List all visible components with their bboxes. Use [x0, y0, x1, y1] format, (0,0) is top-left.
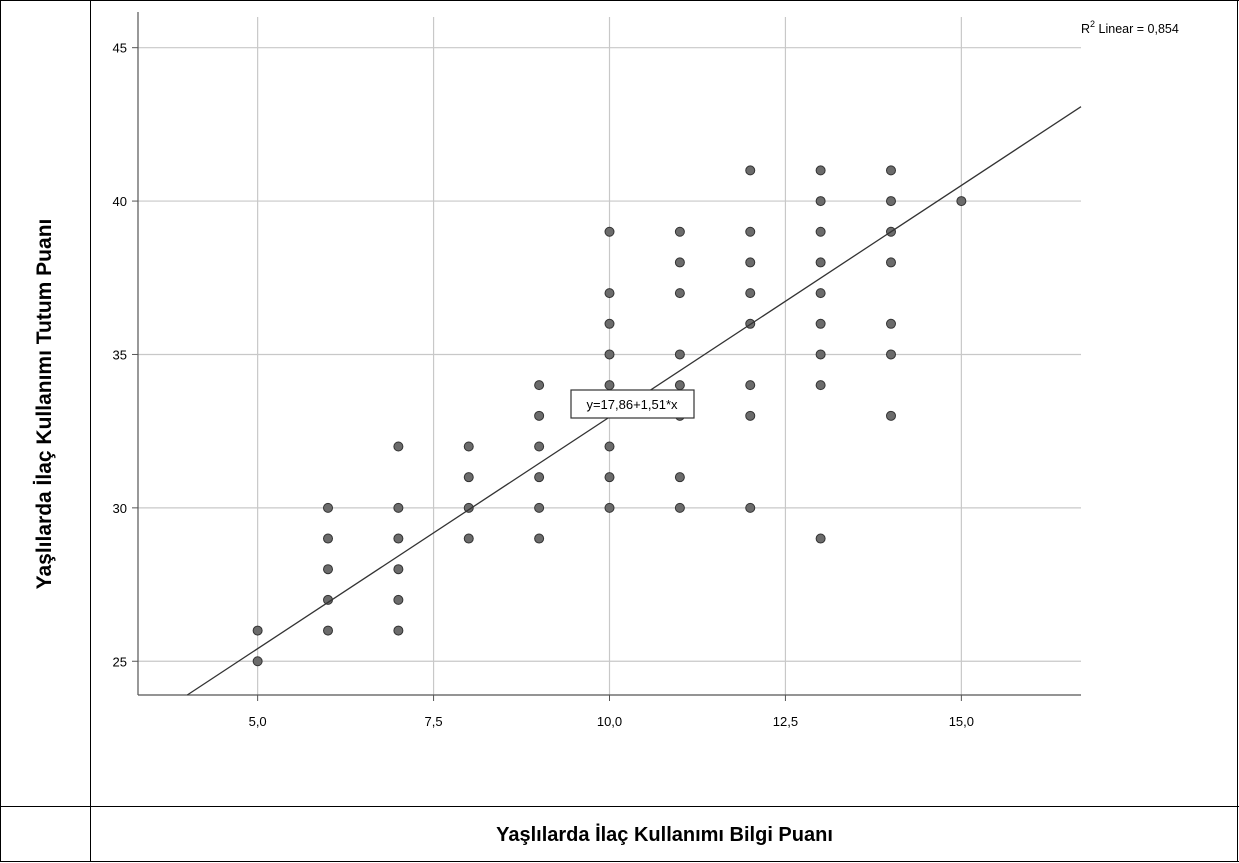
table-border-bottom — [0, 861, 1239, 862]
data-point — [604, 502, 615, 513]
data-point — [885, 318, 896, 329]
x-tick-label: 7,5 — [425, 714, 443, 729]
table-border-right — [1237, 0, 1238, 862]
data-point — [674, 472, 685, 483]
data-point — [815, 257, 826, 268]
data-point — [393, 564, 404, 575]
data-point — [393, 594, 404, 605]
data-point — [323, 564, 334, 575]
tick-labels: 5,0 7,5 10,0 12,5 15,0 25 30 35 40 45 — [113, 41, 974, 729]
x-tick-label: 12,5 — [773, 714, 798, 729]
data-point — [534, 380, 545, 391]
data-point — [604, 349, 615, 360]
axes — [132, 12, 1081, 701]
data-point — [674, 502, 685, 513]
data-point — [534, 533, 545, 544]
data-point — [463, 472, 474, 483]
table-border-left — [0, 0, 1, 862]
data-point — [323, 502, 334, 513]
data-point — [604, 318, 615, 329]
data-point — [393, 625, 404, 636]
data-point — [815, 318, 826, 329]
data-point — [745, 288, 756, 299]
equation-box — [570, 389, 695, 419]
data-point — [956, 196, 967, 207]
data-point — [815, 288, 826, 299]
data-point — [252, 656, 263, 667]
data-point — [674, 226, 685, 237]
data-point — [815, 196, 826, 207]
data-point — [745, 502, 756, 513]
data-point — [604, 226, 615, 237]
data-point — [745, 380, 756, 391]
data-point — [393, 502, 404, 513]
data-point — [323, 625, 334, 636]
x-tick-label: 10,0 — [597, 714, 622, 729]
data-points — [252, 165, 967, 667]
table-border-top — [0, 0, 1239, 1]
data-point — [745, 226, 756, 237]
y-tick-label: 40 — [113, 194, 127, 209]
equation-label: y=17,86+1,51*x — [586, 397, 678, 412]
data-point — [604, 288, 615, 299]
data-point — [815, 165, 826, 176]
data-point — [674, 257, 685, 268]
x-tick-label: 15,0 — [949, 714, 974, 729]
data-point — [674, 380, 685, 391]
r2-label: Linear = 0,854 — [1095, 22, 1179, 36]
data-point — [323, 533, 334, 544]
data-point — [604, 472, 615, 483]
data-point — [463, 502, 474, 513]
data-point — [885, 410, 896, 421]
data-point — [604, 441, 615, 452]
r2-superscript: 2 — [1090, 19, 1095, 29]
data-point — [393, 441, 404, 452]
r2-annotation: R2 Linear = 0,854 — [1081, 19, 1179, 36]
data-point — [815, 380, 826, 391]
table-row-divider — [0, 806, 1239, 807]
data-point — [463, 441, 474, 452]
y-tick-label: 25 — [113, 654, 127, 669]
x-tick-label: 5,0 — [249, 714, 267, 729]
r2-prefix: R — [1081, 22, 1090, 36]
data-point — [674, 349, 685, 360]
data-point — [885, 257, 896, 268]
y-tick-label: 45 — [113, 41, 127, 56]
x-axis-title: Yaşlılarda İlaç Kullanımı Bilgi Puanı — [496, 823, 833, 846]
table-column-divider — [90, 0, 91, 862]
data-point — [534, 441, 545, 452]
data-point — [252, 625, 263, 636]
data-point — [534, 502, 545, 513]
data-point — [393, 533, 404, 544]
data-point — [745, 410, 756, 421]
data-point — [885, 349, 896, 360]
data-point — [745, 165, 756, 176]
data-point — [815, 533, 826, 544]
data-point — [885, 165, 896, 176]
data-point — [674, 288, 685, 299]
data-point — [604, 380, 615, 391]
data-point — [885, 196, 896, 207]
data-point — [534, 410, 545, 421]
y-tick-label: 35 — [113, 347, 127, 362]
data-point — [745, 257, 756, 268]
data-point — [815, 349, 826, 360]
data-point — [815, 226, 826, 237]
data-point — [463, 533, 474, 544]
data-point — [534, 472, 545, 483]
y-tick-label: 30 — [113, 501, 127, 516]
